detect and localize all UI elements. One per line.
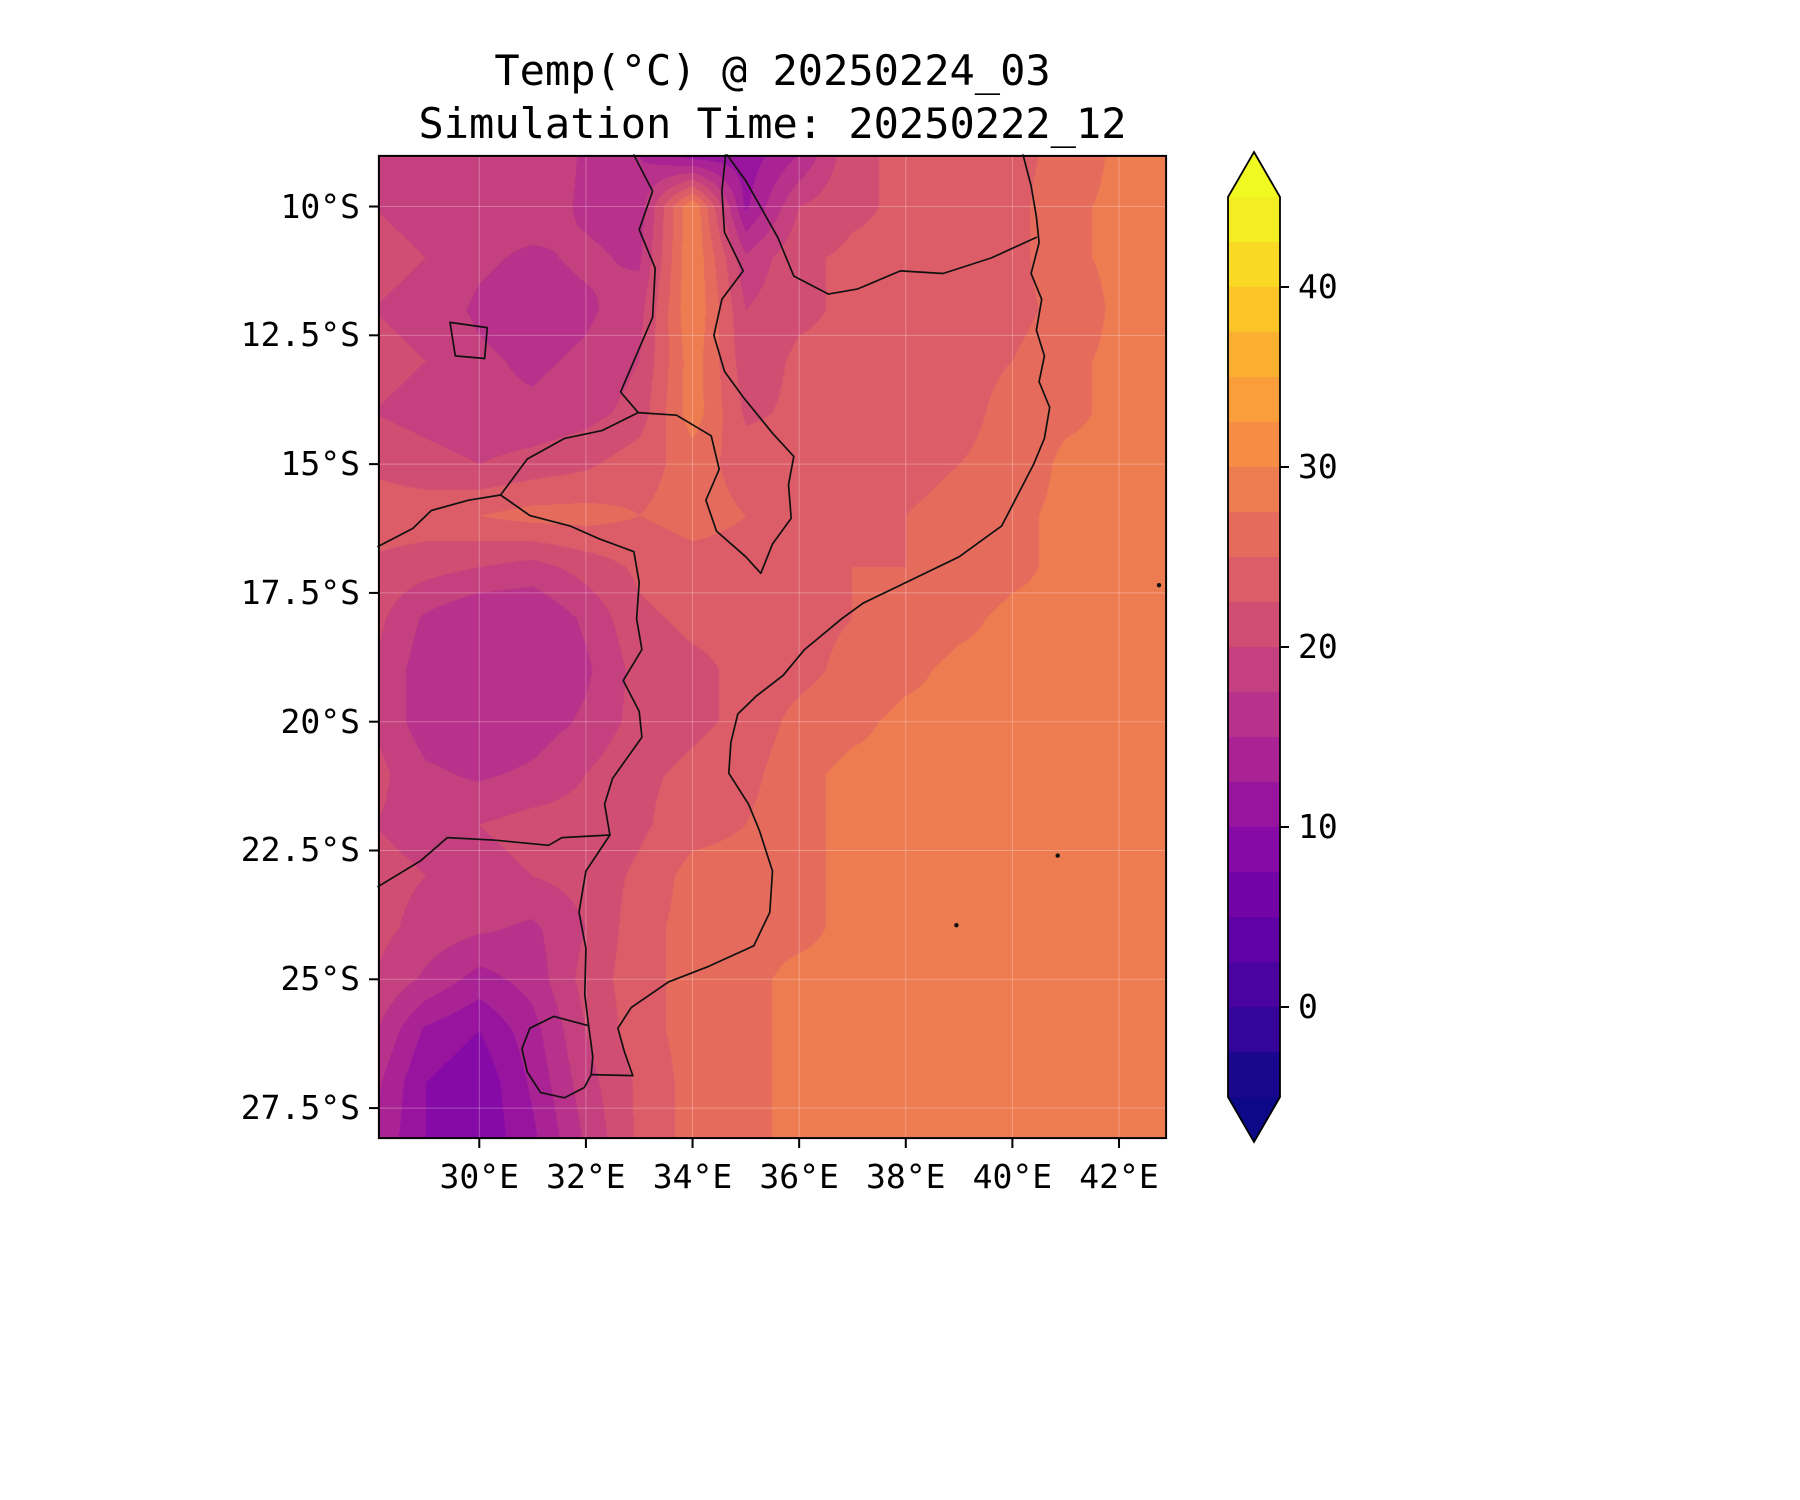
- colorbar-band: [1228, 557, 1280, 603]
- border-lake_northwest: [449, 321, 489, 360]
- colorbar-band: [1228, 692, 1280, 738]
- colorbar-tick-label: 40: [1298, 267, 1338, 306]
- y-tick-label: 17.5°S: [240, 572, 360, 612]
- colorbar-band: [1228, 332, 1280, 378]
- colorbar-band: [1228, 287, 1280, 333]
- axes-frame: [377, 154, 1168, 1140]
- x-tick-label: 40°E: [972, 1157, 1053, 1196]
- x-tick-label: 30°E: [439, 1157, 520, 1196]
- colorbar-band: [1228, 197, 1280, 243]
- colorbar-under-arrow: [1228, 1097, 1280, 1142]
- x-tick-label: 42°E: [1079, 1157, 1159, 1196]
- tick-marks: [369, 205, 1121, 1148]
- colorbar-band: [1228, 602, 1280, 648]
- island-dot: [954, 923, 959, 928]
- border-zambia_mozambique: [499, 411, 640, 496]
- x-tick-label: 36°E: [759, 1157, 839, 1196]
- colorbar-band: [1228, 242, 1280, 288]
- colorbar-band: [1228, 377, 1280, 423]
- chart-title: Temp(°C) @ 20250224_03: [494, 46, 1051, 95]
- x-tick-label: 32°E: [546, 1157, 626, 1196]
- y-tick-label: 10°S: [280, 186, 360, 226]
- x-tick-label: 38°E: [866, 1157, 946, 1196]
- colorbar-band: [1228, 1007, 1280, 1053]
- colorbar-tick-label: 10: [1298, 807, 1338, 846]
- border-eswatini: [521, 1015, 594, 1099]
- colorbar: [1227, 150, 1289, 1144]
- colorbar-band: [1228, 827, 1280, 873]
- island-dot: [1156, 583, 1162, 588]
- border-limpopo: [377, 834, 611, 888]
- border-mozambique_south_africa: [578, 834, 611, 1027]
- colorbar-tick-label: 0: [1298, 987, 1318, 1026]
- y-tick-label: 27.5°S: [240, 1088, 360, 1128]
- country-borders: [377, 154, 1051, 1099]
- border-tanzania_malawi: [726, 154, 830, 295]
- colorbar-band: [1228, 917, 1280, 963]
- colorbar-tick-label: 30: [1298, 447, 1338, 486]
- border-malawi_west: [619, 154, 657, 414]
- colorbar-band: [1228, 1052, 1280, 1098]
- border-coastline: [617, 154, 1051, 1077]
- colorbar-band: [1228, 422, 1280, 468]
- colorbar-band: [1228, 467, 1280, 513]
- x-tick-label: 34°E: [652, 1157, 733, 1196]
- colorbar-band: [1228, 737, 1280, 783]
- island-dot: [1055, 853, 1060, 858]
- border-zimbabwe_mozambique: [499, 494, 643, 836]
- colorbar-tick-label: 20: [1298, 627, 1338, 666]
- border-tanzania_mozambique: [827, 236, 1038, 295]
- y-tick-label: 20°S: [280, 701, 360, 741]
- border-malawi_south_east: [637, 154, 795, 575]
- colorbar-band: [1228, 962, 1280, 1008]
- colorbar-outline: [1227, 150, 1281, 1144]
- gridlines: [378, 155, 1167, 1139]
- y-tick-label: 25°S: [280, 959, 360, 999]
- colorbar-band: [1228, 512, 1280, 558]
- y-tick-label: 22.5°S: [240, 830, 360, 870]
- y-tick-label: 12.5°S: [240, 315, 360, 355]
- y-tick-label: 15°S: [280, 444, 360, 484]
- border-zambia_zimbabwe: [377, 494, 502, 548]
- colorbar-band: [1228, 872, 1280, 918]
- border-mozambique_sa_south: [590, 1073, 634, 1077]
- title-block: Temp(°C) @ 20250224_03 Simulation Time: …: [378, 44, 1167, 150]
- colorbar-band: [1228, 782, 1280, 828]
- colorbar-band: [1228, 647, 1280, 693]
- chart-subtitle: Simulation Time: 20250222_12: [418, 99, 1127, 148]
- map-overlay: [369, 154, 1168, 1148]
- colorbar-over-arrow: [1228, 152, 1280, 197]
- temperature-heatmap: [378, 155, 1167, 1139]
